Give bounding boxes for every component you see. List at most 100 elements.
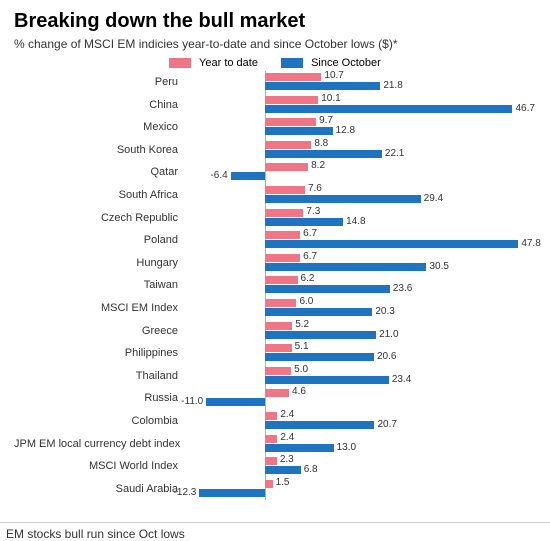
datalabel-oct: 46.7: [512, 103, 534, 114]
chart-caption: EM stocks bull run since Oct lows: [6, 527, 185, 541]
datalabel-ytd: 5.0: [291, 364, 308, 375]
datalabel-oct: 6.8: [301, 464, 318, 475]
datalabel-ytd: 1.5: [273, 477, 290, 488]
chart-row: JPM EM local currency debt index 2.4 13.0: [14, 433, 536, 456]
datalabel-ytd: 2.4: [277, 432, 294, 443]
chart-row: Philippines5.120.6: [14, 342, 536, 365]
bar-zone: 2.420.7: [185, 410, 530, 433]
chart-row: South Africa 7.6 29.4: [14, 184, 536, 207]
legend-item-ytd: Year to date: [169, 57, 258, 69]
legend-label-oct: Since October: [311, 57, 381, 69]
category-label: Russia: [14, 387, 182, 410]
category-label: Taiwan: [14, 274, 182, 297]
bar-oct: [231, 172, 265, 180]
category-label: China: [14, 94, 182, 117]
bar-ytd: [265, 96, 319, 104]
chart-subtitle: % change of MSCI EM indicies year-to-dat…: [14, 37, 536, 51]
bar-zone: 2.4 13.0: [185, 433, 530, 456]
datalabel-oct: 29.4: [421, 193, 443, 204]
bar-oct: [265, 285, 390, 293]
category-label: MSCI EM Index: [14, 297, 182, 320]
datalabel-ytd: 7.6: [305, 183, 322, 194]
datalabel-oct: 23.4: [389, 374, 411, 385]
bar-oct: [265, 421, 375, 429]
bar-oct: [265, 263, 427, 271]
chart-row: MSCI EM Index6.020.3: [14, 297, 536, 320]
chart-row: Hungary 6.7 30.5: [14, 252, 536, 275]
datalabel-oct: 21.8: [380, 80, 402, 91]
divider: [0, 522, 550, 523]
legend-label-ytd: Year to date: [199, 57, 258, 69]
category-label: Peru: [14, 71, 182, 94]
datalabel-oct: 20.6: [374, 351, 396, 362]
chart-row: Taiwan6.223.6: [14, 274, 536, 297]
datalabel-ytd: 4.6: [289, 386, 306, 397]
bar-ytd: [265, 412, 278, 420]
bar-oct: [265, 127, 333, 135]
datalabel-oct: -12.3: [174, 487, 200, 498]
chart-row: Thailand 5.0 23.4: [14, 365, 536, 388]
chart-row: Poland6.747.8: [14, 229, 536, 252]
bar-zone: 9.712.8: [185, 116, 530, 139]
bar-oct: [265, 82, 381, 90]
datalabel-oct: 20.3: [372, 306, 394, 317]
datalabel-ytd: 8.2: [308, 160, 325, 171]
chart-row: China10.146.7: [14, 94, 536, 117]
category-label: JPM EM local currency debt index: [14, 433, 182, 456]
chart-legend: Year to date Since October: [14, 57, 536, 69]
datalabel-oct: 23.6: [390, 283, 412, 294]
bar-ytd: [265, 344, 292, 352]
bar-ytd: [265, 480, 273, 488]
datalabel-oct: 30.5: [427, 261, 449, 272]
bar-zone: 2.3 6.8: [185, 455, 530, 478]
category-label: South Korea: [14, 139, 182, 162]
bar-ytd: [265, 299, 297, 307]
bar-zone: 6.747.8: [185, 229, 530, 252]
bar-zone: 6.7 30.5: [185, 252, 530, 275]
bar-zone: 7.3 14.8: [185, 207, 530, 230]
datalabel-ytd: 10.7: [321, 70, 343, 81]
chart-row: South Korea8.822.1: [14, 139, 536, 162]
bar-zone: 10.146.7: [185, 94, 530, 117]
bar-ytd: [265, 389, 289, 397]
datalabel-oct: -11.0: [181, 396, 206, 407]
datalabel-ytd: 7.3: [303, 206, 320, 217]
chart-area: Peru10.721.8China10.146.7Mexico9.712.8So…: [14, 71, 536, 501]
category-label: Colombia: [14, 410, 182, 433]
chart-row: Czech Republic7.314.8: [14, 207, 536, 230]
bar-ytd: [265, 141, 312, 149]
category-label: Thailand: [14, 365, 182, 388]
bar-oct: [265, 353, 374, 361]
bar-zone: 8.2-6.4: [185, 161, 530, 184]
bar-zone: 5.0 23.4: [185, 365, 530, 388]
datalabel-ytd: 6.7: [300, 251, 317, 262]
chart-figure: Breaking down the bull market % change o…: [0, 0, 550, 541]
legend-swatch-ytd: [169, 58, 191, 68]
bar-ytd: [265, 163, 309, 171]
bar-zone: 6.020.3: [185, 297, 530, 320]
legend-swatch-oct: [281, 58, 303, 68]
datalabel-ytd: 2.3: [277, 454, 294, 465]
category-label: Mexico: [14, 116, 182, 139]
bar-zone: 4.6-11.0: [185, 387, 530, 410]
datalabel-ytd: 8.8: [311, 138, 328, 149]
bar-zone: 10.7 21.8: [185, 71, 530, 94]
bar-oct: [265, 376, 389, 384]
datalabel-ytd: 2.4: [277, 409, 294, 420]
bar-zone: 8.822.1: [185, 139, 530, 162]
category-label: Hungary: [14, 252, 182, 275]
chart-row: MSCI World Index2.36.8: [14, 455, 536, 478]
chart-row: Mexico9.712.8: [14, 116, 536, 139]
datalabel-ytd: 10.1: [318, 93, 340, 104]
bar-zone: 6.223.6: [185, 274, 530, 297]
datalabel-oct: 13.0: [334, 442, 356, 453]
bar-ytd: [265, 118, 316, 126]
chart-row: Qatar8.2-6.4: [14, 161, 536, 184]
bar-oct: [199, 489, 264, 497]
datalabel-oct: 14.8: [343, 216, 365, 227]
category-label: South Africa: [14, 184, 182, 207]
bar-oct: [265, 331, 376, 339]
bar-ytd: [265, 276, 298, 284]
bar-zone: 1.5-12.3: [185, 478, 530, 501]
bar-zone: 5.120.6: [185, 342, 530, 365]
